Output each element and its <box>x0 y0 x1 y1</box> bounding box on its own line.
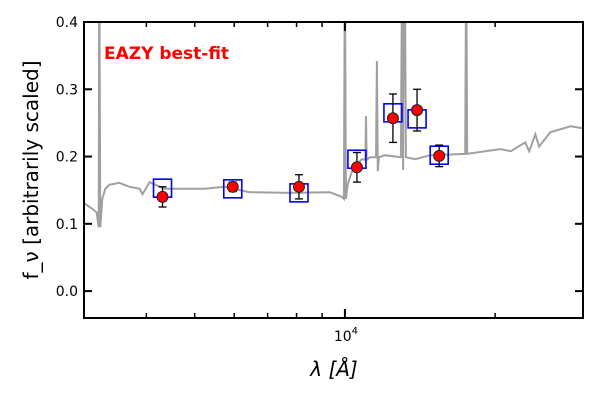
observed-photometry-point <box>386 112 399 125</box>
y-tick-label: 0.0 <box>56 284 78 300</box>
plot-frame <box>83 21 584 319</box>
observed-photometry-point <box>433 149 446 162</box>
y-tick-label: 0.4 <box>56 15 78 31</box>
observed-photometry-point <box>411 104 424 117</box>
x-axis-label: λ [Å] <box>309 357 357 381</box>
observed-photometry-point <box>350 161 363 174</box>
y-tick-label: 0.1 <box>56 217 78 233</box>
observed-photometry-point <box>226 180 239 193</box>
model-photometry-box <box>222 179 243 199</box>
observed-photometry-point <box>292 180 305 193</box>
y-axis-label: f_ν [arbitrarily scaled] <box>19 61 43 280</box>
y-tick-label: 0.3 <box>56 82 78 98</box>
x-tick-label: 104 <box>334 326 358 345</box>
chart-title: EAZY best-fit <box>104 44 229 64</box>
y-tick-label: 0.2 <box>56 150 78 166</box>
observed-photometry-point <box>156 190 169 203</box>
